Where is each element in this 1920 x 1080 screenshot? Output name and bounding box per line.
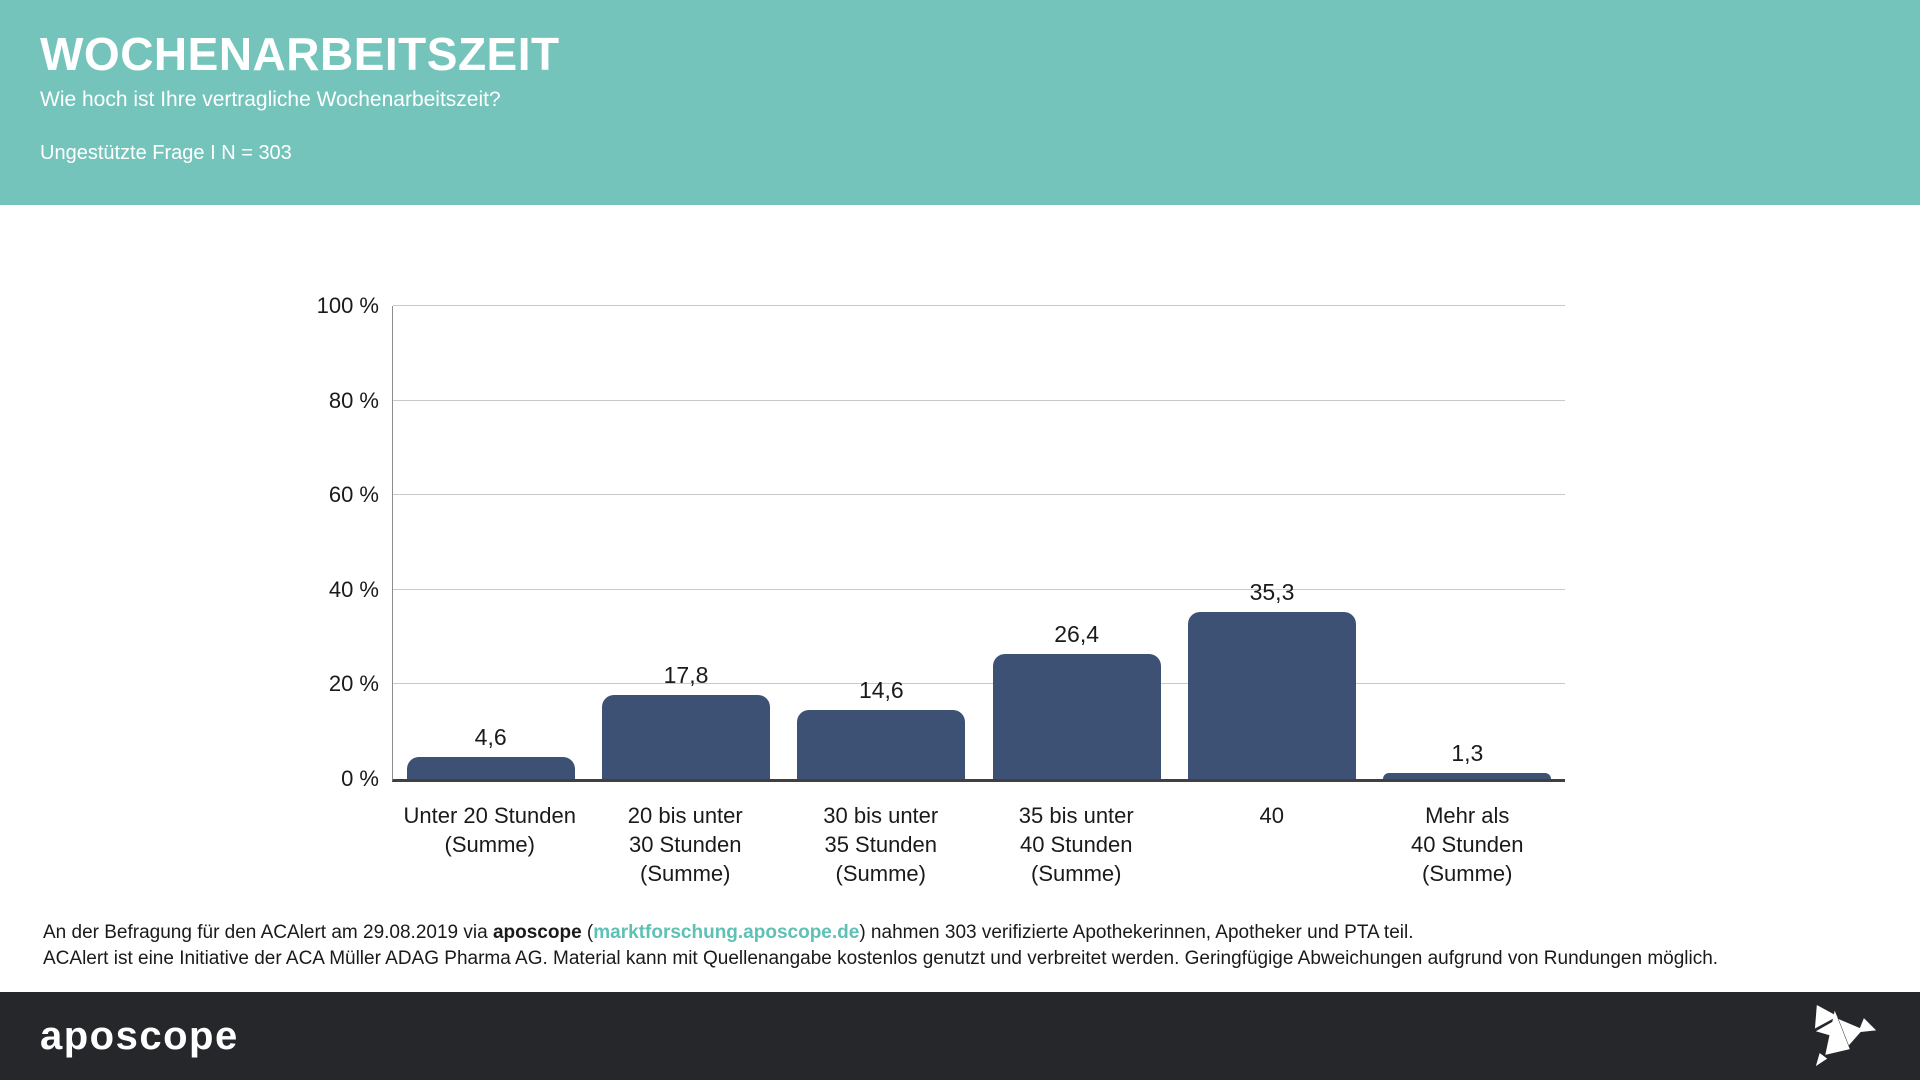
source-line-1: An der Befragung für den ACAlert am 29.0… xyxy=(43,920,1880,946)
page-subtitle: Wie hoch ist Ihre vertragliche Wochenarb… xyxy=(40,87,501,111)
source-line-1-suffix: ) nahmen 303 verifizierte Apothekerinnen… xyxy=(859,922,1414,943)
sample-note: Ungestützte Frage I N = 303 xyxy=(40,141,292,164)
source-link[interactable]: marktforschung.aposcope.de xyxy=(593,922,860,943)
brand-bar: aposcope xyxy=(0,992,1920,1080)
y-axis-tick-label: 60 % xyxy=(328,482,379,508)
category-label: 20 bis unter 30 Stunden (Summe) xyxy=(627,803,743,886)
gridline xyxy=(393,305,1565,306)
y-axis-tick-label: 0 % xyxy=(341,766,379,791)
bar-value-label: 35,3 xyxy=(1249,579,1295,606)
gridline xyxy=(393,494,1565,496)
y-axis-tick-label: 100 % xyxy=(316,293,379,318)
bar-columns: 4,6 17,8 14,6 26,4 35,3 1,3 xyxy=(393,306,1565,779)
category-label: Unter 20 Stunden (Summe) xyxy=(403,803,576,857)
header: WOCHENARBEITSZEIT Wie hoch ist Ihre vert… xyxy=(0,0,1920,205)
page-title: WOCHENARBEITSZEIT xyxy=(40,28,560,80)
bar xyxy=(602,694,770,779)
aposcope-logo: aposcope xyxy=(40,1013,239,1058)
gridline xyxy=(393,399,1565,401)
category-label: Mehr als 40 Stunden (Summe) xyxy=(1410,803,1524,886)
source-line-1-prefix: An der Befragung für den ACAlert am 29.0… xyxy=(43,922,493,943)
category-label: 35 bis unter 40 Stunden (Summe) xyxy=(1018,803,1134,886)
bar xyxy=(1383,772,1552,779)
source-brand: aposcope xyxy=(492,922,582,943)
bar xyxy=(406,757,575,779)
bar-column: 1,3 xyxy=(1370,306,1565,779)
bar-column: 14,6 xyxy=(784,306,979,779)
bar-column: 35,3 xyxy=(1174,306,1369,779)
source-text: An der Befragung für den ACAlert am 29.0… xyxy=(43,920,1880,972)
y-axis-tick-label: 40 % xyxy=(328,576,379,602)
bar-column: 17,8 xyxy=(588,306,783,779)
bar-column: 4,6 xyxy=(393,306,588,779)
source-open-paren: ( xyxy=(581,922,594,943)
source-line-2: ACAlert ist eine Initiative der ACA Müll… xyxy=(43,948,1719,969)
y-axis-tick-label: 20 % xyxy=(328,671,379,697)
bar-value-label: 26,4 xyxy=(1054,621,1100,648)
category-labels: Unter 20 Stunden (Summe) 20 bis unter 30 … xyxy=(392,801,1565,888)
bar xyxy=(1187,612,1356,779)
y-axis-labels: 0 % 20 % 40 % 60 % 80 % 100 % xyxy=(269,294,379,791)
bar-value-label: 1,3 xyxy=(1451,739,1484,766)
plot-area: 0 % 20 % 40 % 60 % 80 % 100 % 4,6 17,8 14,6 26,4… xyxy=(317,294,1565,791)
bar xyxy=(992,654,1161,779)
category-label: 40 xyxy=(1259,803,1284,828)
gridline xyxy=(393,683,1565,685)
y-axis-tick-label: 80 % xyxy=(328,387,379,413)
bar xyxy=(797,709,966,779)
bar-value-label: 14,6 xyxy=(858,676,904,703)
bar-value-label: 17,8 xyxy=(663,661,709,688)
bar-value-label: 4,6 xyxy=(474,724,507,751)
gridline xyxy=(393,588,1565,590)
bar-column: 26,4 xyxy=(979,306,1174,779)
origami-bird-icon xyxy=(1814,1004,1877,1067)
category-label: 30 bis unter 35 Stunden (Summe) xyxy=(823,803,939,886)
